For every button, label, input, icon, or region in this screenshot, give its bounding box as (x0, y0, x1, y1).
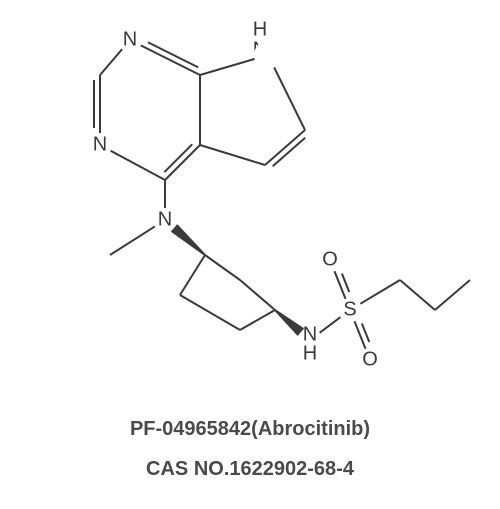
svg-text:O: O (362, 348, 378, 370)
compound-name: PF-04965842(Abrocitinib) (0, 418, 500, 441)
svg-text:N: N (93, 133, 107, 155)
cas-number: CAS NO.1622902-68-4 (0, 458, 500, 481)
svg-text:O: O (322, 248, 338, 270)
svg-text:N: N (123, 28, 137, 50)
chemical-structure-figure: { "caption": { "line1": "PF-04965842(Abr… (0, 0, 500, 509)
svg-text:H: H (253, 18, 267, 40)
svg-text:H: H (303, 342, 317, 364)
molecule-svg: HNNNNNHSOO (0, 0, 500, 400)
svg-text:N: N (158, 208, 172, 230)
svg-text:S: S (343, 298, 356, 320)
